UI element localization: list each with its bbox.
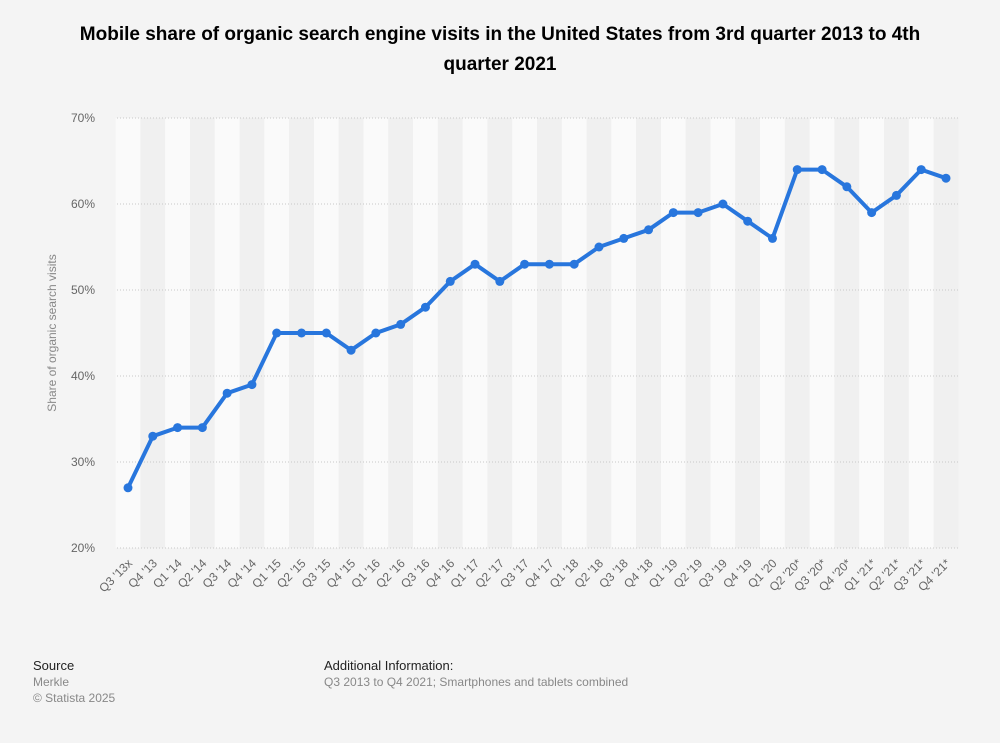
column-band <box>859 118 885 548</box>
column-band <box>214 118 240 548</box>
data-point <box>916 165 926 175</box>
data-point <box>644 225 654 235</box>
column-band <box>239 118 265 548</box>
source-block: Source Merkle © Statista 2025 <box>33 658 115 706</box>
data-point <box>867 208 877 218</box>
data-point <box>817 165 827 175</box>
y-tick-label: 50% <box>71 283 95 297</box>
data-point <box>247 380 257 390</box>
additional-info: Additional Information: Q3 2013 to Q4 20… <box>324 658 628 690</box>
data-point <box>619 233 629 243</box>
column-band <box>660 118 686 548</box>
column-band <box>586 118 612 548</box>
copyright: © Statista 2025 <box>33 691 116 705</box>
data-point <box>495 276 505 286</box>
line-chart: 20% 30% 40% 50% 60% 70% Share of organic searc… <box>45 111 959 595</box>
column-band <box>189 118 215 548</box>
data-point <box>123 483 133 493</box>
data-point <box>445 276 455 286</box>
column-band <box>784 118 810 548</box>
y-tick-label: 60% <box>71 197 95 211</box>
column-band <box>884 118 909 548</box>
data-point <box>173 423 183 433</box>
column-band <box>809 118 835 548</box>
data-point <box>371 328 381 338</box>
column-band <box>512 118 537 548</box>
data-point <box>396 319 406 329</box>
column-band <box>685 118 711 548</box>
chart-title: Mobile share of organic search engine vi… <box>79 24 921 75</box>
column-band <box>636 118 661 548</box>
column-band <box>437 118 463 548</box>
data-point <box>297 328 307 338</box>
data-point <box>693 208 703 218</box>
column-band <box>115 118 141 548</box>
data-point <box>346 345 356 355</box>
column-band <box>760 118 785 548</box>
data-point <box>743 216 753 226</box>
data-point <box>272 328 282 338</box>
column-band <box>537 118 562 548</box>
data-point <box>891 190 901 200</box>
source-name[interactable]: Merkle <box>33 675 70 689</box>
data-point <box>544 259 554 269</box>
column-band <box>710 118 736 548</box>
data-point <box>594 242 604 252</box>
column-band <box>611 118 637 548</box>
column-band <box>338 118 364 548</box>
y-tick-label: 30% <box>71 455 95 469</box>
y-tick-label: 40% <box>71 369 95 383</box>
data-point <box>569 259 579 269</box>
y-tick-label: 70% <box>71 111 95 125</box>
column-band <box>462 118 488 548</box>
column-band <box>413 118 438 548</box>
data-point <box>767 233 777 243</box>
column-band <box>388 118 414 548</box>
data-point <box>321 328 331 338</box>
series-line <box>126 167 947 489</box>
info-heading: Additional Information: <box>324 658 454 673</box>
column-band <box>487 118 513 548</box>
data-point <box>842 182 852 192</box>
column-band <box>140 118 166 548</box>
data-point <box>792 165 802 175</box>
column-band <box>933 118 959 548</box>
source-heading: Source <box>33 658 75 673</box>
data-point <box>420 302 430 312</box>
column-band <box>561 118 587 548</box>
column-band <box>908 118 934 548</box>
column-band <box>735 118 761 548</box>
info-text: Q3 2013 to Q4 2021; Smartphones and tabl… <box>324 675 629 689</box>
column-band <box>165 118 190 548</box>
y-axis-label: Share of organic search visits <box>45 254 59 411</box>
data-point <box>470 259 480 269</box>
y-tick-label: 20% <box>71 541 95 555</box>
data-point <box>718 199 728 209</box>
data-point <box>941 173 951 183</box>
data-point <box>668 208 678 218</box>
data-point <box>148 431 158 441</box>
data-point <box>520 259 530 269</box>
data-point <box>222 388 232 398</box>
data-point <box>197 423 207 433</box>
